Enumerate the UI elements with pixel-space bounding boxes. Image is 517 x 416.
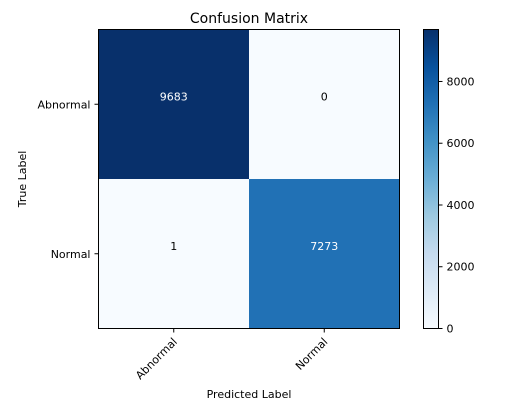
y-axis-ticks: Abnormal Normal <box>37 98 99 261</box>
cell-value-label: 7273 <box>310 240 338 253</box>
colorbar <box>423 29 439 329</box>
colorbar-ticks: 0 2000 4000 6000 8000 <box>438 75 475 336</box>
colorbar-tick-label: 6000 <box>447 137 475 150</box>
chart-title: Confusion Matrix <box>190 11 308 27</box>
heatmap-cell <box>249 179 400 329</box>
plot-frame <box>98 29 400 329</box>
y-tick-label: Abnormal <box>37 98 90 111</box>
cell-value-label: 1 <box>170 240 177 253</box>
y-axis-label: True Label <box>16 151 29 209</box>
x-axis-label: Predicted Label <box>207 388 292 401</box>
heatmap-cell <box>249 29 400 179</box>
colorbar-tick-label: 4000 <box>447 199 475 212</box>
x-axis-ticks: Abnormal Normal <box>133 328 330 382</box>
x-tick-label: Normal <box>293 335 330 372</box>
heatmap-cells: 9683 0 1 7273 <box>98 29 400 329</box>
colorbar-tick-label: 0 <box>447 323 454 336</box>
x-tick-label: Abnormal <box>133 335 180 382</box>
colorbar-tick-label: 8000 <box>447 75 475 88</box>
cell-value-label: 0 <box>321 90 328 103</box>
colorbar-tick-label: 2000 <box>447 261 475 274</box>
y-tick-label: Normal <box>51 248 91 261</box>
cell-value-label: 9683 <box>160 90 188 103</box>
heatmap-cell <box>98 179 249 329</box>
heatmap-cell <box>98 29 249 179</box>
